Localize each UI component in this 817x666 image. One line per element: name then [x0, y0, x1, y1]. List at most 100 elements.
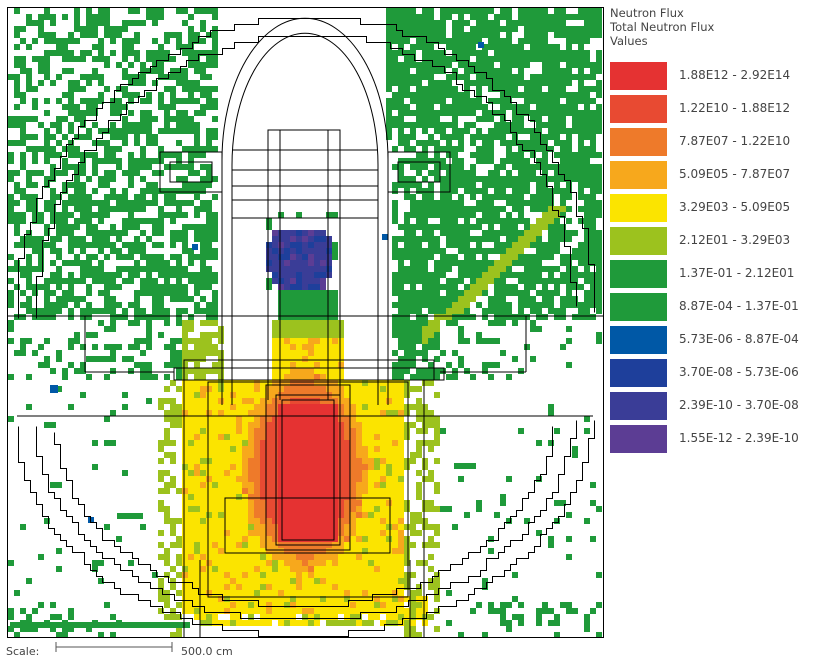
flux-cell — [488, 308, 494, 314]
flux-cell — [200, 200, 206, 206]
flux-cell — [428, 44, 434, 50]
flux-cell — [56, 386, 62, 392]
flux-cell — [590, 206, 596, 212]
flux-cell — [284, 440, 290, 446]
flux-cell — [140, 218, 146, 224]
flux-cell — [170, 128, 176, 134]
flux-cell — [596, 170, 602, 176]
flux-cell — [248, 578, 254, 584]
flux-cell — [272, 500, 278, 506]
flux-cell — [392, 392, 398, 398]
flux-cell — [272, 392, 278, 398]
flux-cell — [182, 242, 188, 248]
flux-cell — [134, 248, 140, 254]
flux-cell — [272, 566, 278, 572]
flux-cell — [188, 422, 194, 428]
flux-cell — [392, 518, 398, 524]
flux-cell — [308, 278, 314, 284]
flux-cell — [200, 50, 206, 56]
flux-cell — [416, 260, 422, 266]
flux-cell — [416, 530, 422, 536]
flux-cell — [194, 512, 200, 518]
flux-cell — [434, 50, 440, 56]
flux-cell — [422, 608, 428, 614]
flux-cell — [530, 308, 536, 314]
flux-cell — [62, 56, 68, 62]
flux-cell — [440, 308, 446, 314]
flux-cell — [494, 134, 500, 140]
flux-cell — [578, 8, 584, 14]
flux-cell — [440, 158, 446, 164]
flux-cell — [428, 542, 434, 548]
flux-cell — [392, 350, 398, 356]
flux-cell — [308, 554, 314, 560]
flux-cell — [182, 524, 188, 530]
flux-cell — [416, 98, 422, 104]
flux-cell — [344, 386, 350, 392]
flux-cell — [440, 128, 446, 134]
flux-cell — [428, 8, 434, 14]
flux-cell — [80, 314, 86, 320]
flux-cell — [68, 194, 74, 200]
flux-cell — [482, 188, 488, 194]
flux-cell — [458, 14, 464, 20]
flux-cell — [188, 446, 194, 452]
flux-cell — [194, 392, 200, 398]
flux-cell — [140, 266, 146, 272]
flux-cell — [482, 230, 488, 236]
flux-cell — [422, 38, 428, 44]
flux-cell — [524, 146, 530, 152]
flux-cell — [26, 284, 32, 290]
flux-cell — [164, 128, 170, 134]
flux-cell — [284, 356, 290, 362]
flux-cell — [476, 176, 482, 182]
flux-cell — [176, 422, 182, 428]
flux-cell — [20, 62, 26, 68]
flux-cell — [320, 452, 326, 458]
flux-cell — [554, 56, 560, 62]
flux-cell — [212, 176, 218, 182]
flux-cell — [242, 620, 248, 626]
flux-cell — [200, 248, 206, 254]
flux-cell — [284, 416, 290, 422]
flux-cell — [500, 494, 506, 500]
flux-cell — [92, 356, 98, 362]
flux-cell — [188, 434, 194, 440]
flux-cell — [332, 380, 338, 386]
flux-cell — [506, 62, 512, 68]
flux-cell — [452, 320, 458, 326]
flux-cell — [278, 380, 284, 386]
geometry-line — [265, 384, 351, 551]
flux-cell — [104, 296, 110, 302]
flux-cell — [422, 236, 428, 242]
flux-cell — [356, 530, 362, 536]
flux-cell — [542, 140, 548, 146]
flux-cell — [422, 92, 428, 98]
flux-cell — [50, 422, 56, 428]
flux-cell — [92, 200, 98, 206]
flux-cell — [356, 572, 362, 578]
flux-cell — [134, 80, 140, 86]
flux-cell — [536, 38, 542, 44]
flux-cell — [248, 524, 254, 530]
flux-cell — [278, 230, 284, 236]
flux-cell — [398, 410, 404, 416]
flux-cell — [482, 338, 488, 344]
flux-cell — [440, 26, 446, 32]
flux-cell — [476, 272, 482, 278]
flux-cell — [152, 38, 158, 44]
flux-cell — [14, 266, 20, 272]
flux-cell — [338, 464, 344, 470]
flux-cell — [200, 152, 206, 158]
flux-cell — [578, 170, 584, 176]
flux-cell — [146, 320, 152, 326]
flux-cell — [170, 404, 176, 410]
flux-cell — [194, 338, 200, 344]
flux-cell — [560, 272, 566, 278]
flux-cell — [188, 50, 194, 56]
flux-cell — [446, 8, 452, 14]
flux-cell — [266, 506, 272, 512]
flux-cell — [260, 458, 266, 464]
flux-cell — [314, 290, 320, 296]
flux-cell — [560, 56, 566, 62]
